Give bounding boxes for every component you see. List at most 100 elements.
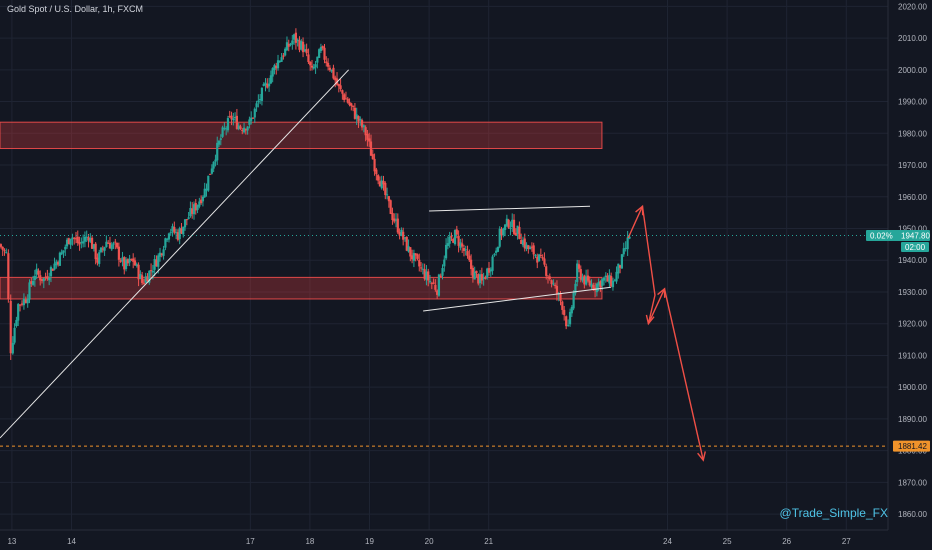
candle-body	[273, 65, 276, 71]
candle-body	[126, 259, 129, 264]
candle-body	[37, 270, 40, 275]
candle-body	[89, 237, 92, 242]
candle-body	[189, 207, 192, 217]
candle-body	[459, 242, 462, 248]
time-tick-label: 24	[663, 537, 672, 546]
candle-body	[414, 253, 417, 256]
candle-body	[139, 274, 142, 279]
candle-body	[123, 257, 126, 270]
candle-body	[237, 125, 240, 130]
time-axis[interactable]: 13 14 17 18 19 20 21 24 25 26 27	[0, 529, 888, 546]
candle-body	[543, 258, 546, 265]
candle-body	[380, 180, 383, 189]
candle-body	[461, 243, 464, 247]
candle-body	[318, 49, 321, 58]
candle-body	[387, 196, 390, 202]
candle-body	[239, 126, 242, 129]
candle-body	[464, 249, 467, 251]
candle-body	[64, 246, 67, 250]
candle-body	[71, 237, 74, 240]
current-price-label: 1947.80	[901, 231, 930, 240]
candle-body	[132, 258, 135, 262]
candle-body	[362, 125, 365, 128]
candle-body	[119, 260, 122, 262]
candle-body	[412, 253, 416, 261]
candle-body	[94, 243, 97, 260]
time-tick-label: 19	[365, 537, 374, 546]
candle-body	[187, 217, 190, 219]
candle-body	[53, 263, 56, 270]
candle-body	[80, 241, 83, 243]
candle-body	[183, 219, 187, 228]
candle-body	[316, 56, 319, 63]
candle-body	[325, 61, 328, 64]
candle-body	[491, 256, 494, 271]
candle-body	[9, 301, 12, 354]
candle-body	[110, 244, 113, 250]
candle-body	[577, 264, 581, 269]
candle-body	[108, 242, 112, 249]
candle-body	[500, 229, 503, 236]
candle-body	[44, 276, 47, 278]
candle-body	[518, 226, 521, 239]
candle-body	[207, 175, 210, 191]
candle-body	[280, 57, 283, 62]
candle-body	[626, 237, 629, 250]
candle-body	[191, 208, 194, 214]
candle-body	[264, 82, 267, 85]
candle-body	[561, 301, 564, 310]
candle-body	[337, 84, 340, 87]
candle-body	[369, 141, 373, 156]
candle-body	[130, 259, 133, 261]
candle-body	[196, 205, 199, 210]
candle-body	[570, 306, 573, 314]
candle-body	[373, 158, 376, 172]
candle-body	[67, 238, 70, 245]
candle-body	[360, 120, 364, 128]
candle-body	[439, 275, 442, 278]
candle-body	[418, 259, 421, 267]
candle-body	[539, 255, 542, 257]
candle-body	[62, 250, 65, 253]
price-axis[interactable]: 2020.00 2010.00 2000.00 1990.00 1980.00 1970.…	[866, 0, 930, 530]
candle-body	[128, 258, 131, 263]
candle-body	[523, 238, 526, 249]
candle-body	[563, 309, 566, 315]
candle-body	[235, 115, 238, 129]
candle-body	[441, 268, 444, 276]
candle-body	[348, 102, 351, 106]
candle-body	[608, 274, 611, 284]
candle-body	[521, 240, 525, 246]
candle-body	[269, 75, 272, 84]
time-tick-label: 26	[782, 537, 791, 546]
candle-body	[24, 299, 27, 303]
candle-body	[192, 204, 196, 215]
candle-body	[597, 281, 600, 286]
candle-body	[416, 254, 419, 259]
chart-grid	[0, 0, 888, 530]
candle-body	[114, 241, 117, 243]
candle-body	[514, 232, 517, 236]
candle-body	[341, 90, 344, 94]
candle-body	[107, 242, 110, 244]
candle-body	[291, 40, 294, 45]
candle-body	[301, 41, 305, 53]
price-change-label: 0.02%	[870, 231, 893, 240]
supply-demand-zones	[0, 121, 603, 300]
candle-body	[39, 275, 42, 281]
candle-body	[432, 282, 435, 284]
candle-body	[530, 246, 534, 248]
candle-body	[99, 247, 103, 252]
candle-body	[548, 276, 551, 280]
candle-body	[550, 280, 553, 284]
candle-body	[444, 244, 448, 259]
candle-body	[234, 116, 237, 118]
candle-body	[489, 269, 492, 272]
candle-body	[253, 108, 256, 118]
candle-body	[604, 275, 607, 278]
candle-body	[300, 41, 303, 50]
candle-body	[394, 219, 398, 221]
candle-body	[391, 212, 394, 220]
time-tick-label: 20	[425, 537, 434, 546]
